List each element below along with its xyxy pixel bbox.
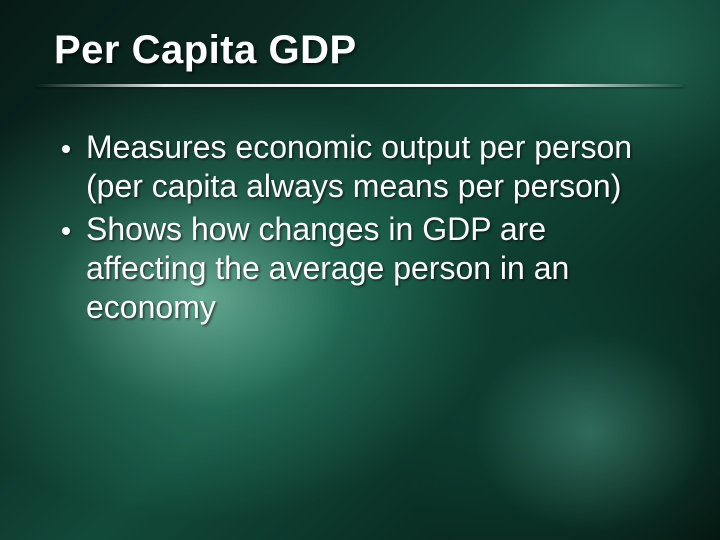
bullet-item: Shows how changes in GDP are affecting t… (62, 210, 640, 327)
slide: Per Capita GDP Measures economic output … (0, 0, 720, 540)
bullet-text: Measures economic output per person (per… (86, 128, 640, 206)
bullet-text: Shows how changes in GDP are affecting t… (86, 210, 640, 327)
title-underline (36, 84, 684, 87)
bullet-dot-icon (62, 227, 70, 235)
slide-title: Per Capita GDP (54, 28, 357, 73)
bullet-item: Measures economic output per person (per… (62, 128, 640, 206)
slide-body: Measures economic output per person (per… (62, 128, 640, 331)
bullet-dot-icon (62, 145, 70, 153)
